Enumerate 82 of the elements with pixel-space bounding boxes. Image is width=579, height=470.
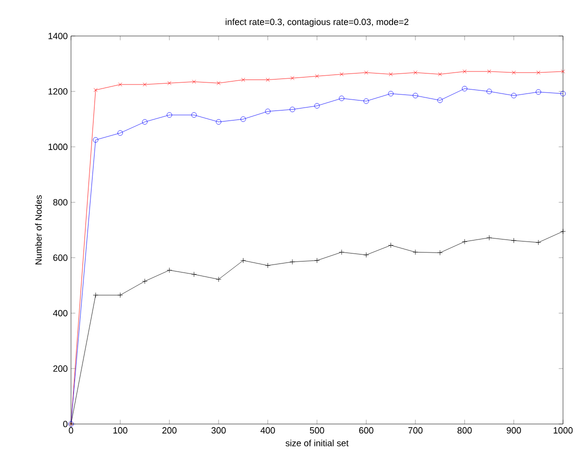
point [265,262,270,268]
point [561,70,565,74]
point [118,292,123,298]
x-tick-label: 300 [211,427,226,434]
y-tick-label: 400 [53,310,68,316]
point [240,258,246,264]
x-tick-label: 0 [68,427,74,434]
y-tick-label: 1200 [48,88,68,95]
point [338,249,344,255]
point [340,72,344,76]
point [462,86,468,92]
point [388,242,394,248]
point [388,90,394,96]
point [216,276,222,282]
point [364,252,369,258]
point [437,250,443,256]
x-tick-label: 1000 [554,427,573,434]
point [191,272,197,278]
point [266,78,270,82]
point [192,80,196,84]
y-tick-label: 200 [53,365,68,372]
point [290,106,296,112]
y-tick-label: 0 [63,420,68,428]
point [511,92,516,98]
point [142,119,148,125]
point [338,96,344,102]
point [92,292,98,298]
y-axis-title: Number of Nodes [35,195,42,264]
point [92,137,98,143]
point [560,90,566,96]
point [314,258,320,264]
point [438,72,442,76]
point [216,81,221,86]
point [412,92,418,98]
x-tick-label: 800 [458,427,472,434]
point [315,74,319,78]
point [364,98,369,104]
point [462,70,467,74]
point [511,238,516,244]
point [290,259,296,265]
point [191,112,197,118]
x-tick-label: 100 [113,427,128,434]
point [241,78,246,82]
point [167,81,172,86]
point [265,108,270,114]
x-tick-label: 500 [310,427,324,434]
point [142,278,148,284]
point [487,70,492,74]
point [166,267,172,273]
point [560,228,566,234]
point [216,119,222,125]
y-tick-label: 600 [53,254,68,261]
point [413,70,418,75]
y-tick-label: 1400 [48,32,68,40]
point [118,130,123,136]
point [512,70,516,75]
point [437,98,443,103]
point [314,103,320,109]
point [412,249,418,255]
x-tick-label: 400 [260,427,275,434]
point [364,70,368,75]
point [290,76,294,80]
x-tick-label: 200 [162,427,177,434]
point [142,82,147,86]
x-tick-label: 700 [408,427,423,434]
x-tick-label: 600 [359,427,374,434]
point [536,70,540,75]
y-tick-label: 800 [53,199,68,206]
point [94,88,98,92]
point [486,235,492,240]
point [240,116,246,122]
point [536,240,542,246]
point [166,112,172,118]
y-tick-label: 1000 [48,144,68,150]
x-tick-label: 900 [506,427,521,434]
point [462,238,468,244]
point [388,72,393,76]
x-axis-title: size of initial set [286,440,349,446]
point [118,82,122,86]
point [486,88,492,94]
chart-title: infect rate=0.3, contagious rate=0.03, mode=2 [226,18,408,27]
point [536,89,542,95]
